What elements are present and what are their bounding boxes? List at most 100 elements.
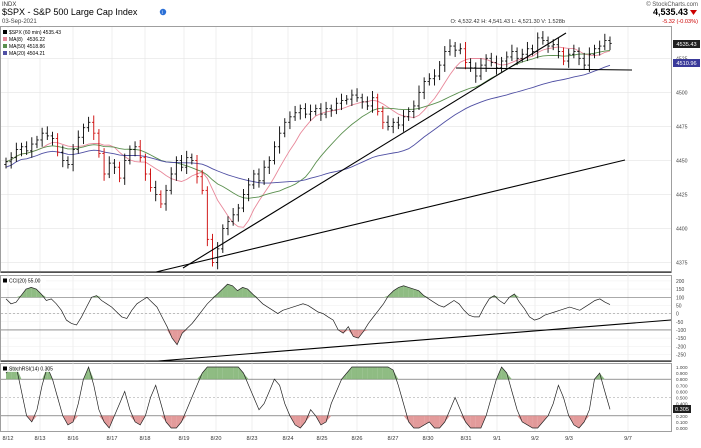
stoch-overbought-fill <box>212 367 218 380</box>
stoch-tick-label: 0.400 <box>676 402 688 407</box>
last-price-marker-box <box>673 40 700 48</box>
stoch-overbought-fill <box>501 367 507 380</box>
legend-ma20-value: 4504.21 <box>27 51 45 57</box>
stoch-oversold-fill <box>573 415 580 428</box>
cci-overbought-fill <box>227 284 233 298</box>
legend-swatch-stoch <box>3 366 7 371</box>
legend-ma20-label: MA(20) <box>9 51 26 57</box>
cci-plot <box>1 283 672 362</box>
price-tick-label: 4500 <box>676 90 688 96</box>
chart-date: 03-Sep-2021 <box>2 19 37 25</box>
legend-price-label: $SPX (60 min) 4535.43 <box>9 30 61 36</box>
panel-frames <box>0 26 672 432</box>
stoch-oversold-fill <box>413 415 419 428</box>
x-tick-label: 8/19 <box>179 436 190 442</box>
cci-oversold-fill <box>343 329 349 334</box>
cci-overbought-fill <box>41 293 47 298</box>
stoch-oversold-fill <box>532 415 538 428</box>
stoch-overbought-fill <box>233 367 239 380</box>
price-tick-label: 4400 <box>676 226 688 232</box>
cci-overbought-fill <box>222 284 228 298</box>
stoch-oversold-fill <box>98 415 105 422</box>
x-tick-label: 8/26 <box>352 436 363 442</box>
ma20-marker: 4510.96 <box>676 61 696 67</box>
cci-overbought-fill <box>393 287 399 298</box>
stoch-overbought-fill <box>42 367 48 380</box>
cci-overbought-fill <box>31 287 37 298</box>
stoch-overbought-fill <box>357 367 363 380</box>
stoch-tick-label: 0.100 <box>676 420 688 425</box>
stoch-oversold-fill <box>460 415 466 422</box>
stoch-oversold-fill <box>537 415 543 428</box>
price-plot <box>1 31 671 273</box>
x-tick-label: 8/13 <box>35 436 46 442</box>
stoch-overbought-fill <box>243 373 249 380</box>
x-tick-label: 8/20 <box>211 436 222 442</box>
stoch-tick-label: 0.000 <box>676 426 688 431</box>
stoch-oversold-fill <box>104 415 110 428</box>
stoch-overbought-fill <box>393 370 399 380</box>
stoch-oversold-fill <box>31 415 37 422</box>
stoch-oversold-fill <box>517 415 523 422</box>
legend-ma50-label: MA(50) <box>9 44 26 50</box>
legend-ma8-label: MA(8) <box>9 37 23 43</box>
legend-cci-label: CCI(20) 55.00 <box>9 279 41 285</box>
exchange-label: INDX <box>2 2 16 8</box>
x-tick-label: 9/2 <box>531 436 539 442</box>
stoch-overbought-fill <box>16 367 22 380</box>
last-price: 4,535.43 <box>653 7 688 17</box>
stoch-overbought-fill <box>197 373 203 380</box>
x-tick-label: 9/3 <box>565 436 573 442</box>
stoch-overbought-fill <box>88 367 94 380</box>
stoch-tick-label: 0.800 <box>676 377 688 382</box>
cci-overbought-fill <box>247 289 253 298</box>
stoch-oversold-fill <box>429 415 435 428</box>
stoch-oversold-fill <box>439 415 445 428</box>
stoch-overbought-fill <box>388 367 394 380</box>
cci-tick-label: 0 <box>676 312 679 318</box>
x-tick-label: 8/23 <box>247 436 258 442</box>
cci-tick-label: -150 <box>676 336 686 342</box>
x-tick-label: 8/27 <box>388 436 399 442</box>
stoch-overbought-fill <box>217 367 223 380</box>
stoch-oversold-fill <box>176 415 182 428</box>
cci-tick-label: -200 <box>676 344 686 350</box>
last-price-marker: 4535.43 <box>676 42 696 48</box>
stoch-overbought-fill <box>382 367 389 380</box>
stoch-oversold-fill <box>434 415 440 428</box>
legend-stoch-label: StochRSI(14) 0.305 <box>9 367 53 373</box>
cci-tick-label: -100 <box>676 328 686 334</box>
cci-overbought-fill <box>403 285 409 298</box>
legend-swatch-ma8 <box>3 37 7 41</box>
cci-overbought-fill <box>217 289 223 298</box>
stoch-oversold-fill <box>470 415 476 428</box>
stoch-overbought-fill <box>222 367 228 380</box>
cci-oversold-fill <box>348 329 354 337</box>
info-icon[interactable] <box>159 8 167 16</box>
stoch-oversold-fill <box>444 415 450 422</box>
info-icon-glyph: i <box>162 10 163 16</box>
x-tick-label: 8/16 <box>68 436 79 442</box>
legend-swatch-cci <box>3 278 7 283</box>
stoch-overbought-fill <box>351 367 358 380</box>
cci-tick-label: 200 <box>676 279 685 285</box>
stoch-overbought-fill <box>227 367 234 380</box>
stoch-oversold-fill <box>408 415 414 428</box>
stoch-oversold-fill <box>129 415 136 422</box>
axis-labels: 8/12 8/13 8/16 8/17 8/18 8/19 8/20 8/23 8/24 8/25… <box>3 56 688 442</box>
chart-title: $SPX - S&P 500 Large Cap Index <box>2 7 138 17</box>
stoch-overbought-fill <box>362 367 368 380</box>
price-tick-label: 4475 <box>676 124 688 130</box>
legend-swatch-ma50 <box>3 44 7 48</box>
cci-overbought-fill <box>237 287 243 298</box>
x-tick-label: 8/17 <box>107 436 118 442</box>
stoch-oversold-fill <box>171 415 177 428</box>
stochrsi-plot <box>1 365 671 429</box>
x-tick-label: 9/7 <box>624 436 632 442</box>
stoch-overbought-fill <box>372 367 378 380</box>
stoch-oversold-fill <box>465 415 471 428</box>
cci-panel <box>0 275 672 362</box>
stoch-line <box>5 365 611 429</box>
cci-tick-label: 50 <box>676 303 682 309</box>
ma8-line <box>5 46 611 228</box>
